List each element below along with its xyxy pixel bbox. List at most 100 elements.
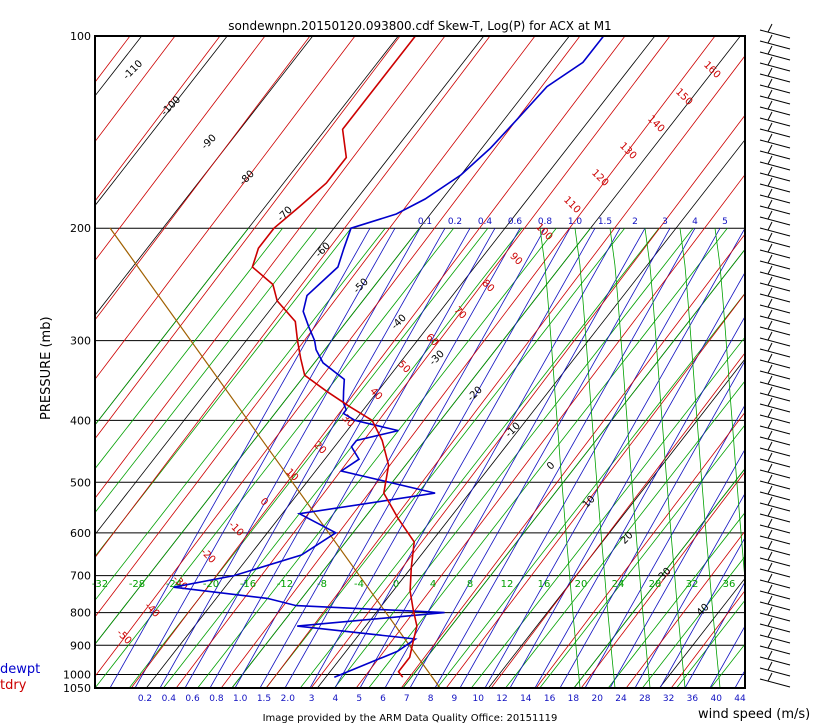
dry-adiabat-line <box>175 36 671 688</box>
moist-adiabat-line <box>679 228 721 688</box>
temperature-label: -8 <box>317 579 327 590</box>
wind-barb-shaft <box>759 436 791 446</box>
wind-barb-flag <box>767 320 773 330</box>
mixing-ratio-bottom-label: 8 <box>428 694 434 704</box>
wind-barb-flag <box>767 254 773 264</box>
pressure-tick-label: 700 <box>70 570 91 583</box>
dry-adiabat-label: 0 <box>258 496 270 508</box>
pressure-tick-label: 800 <box>70 607 91 620</box>
moist-isotherm-line <box>95 227 454 688</box>
mixing-ratio-bottom-label: 1.0 <box>233 694 248 704</box>
wind-barb <box>759 287 791 303</box>
wind-barb <box>759 463 791 479</box>
mixing-ratio-line <box>484 228 745 688</box>
dry-adiabat-label: 130 <box>617 141 638 162</box>
wind-barb-flag <box>767 507 773 517</box>
dry-adiabat-line <box>490 352 745 688</box>
dry-adiabat-label: 80 <box>479 278 496 295</box>
isotherm-line <box>573 468 745 688</box>
wind-barb <box>759 419 791 435</box>
dry-adiabat-label: 140 <box>645 114 666 135</box>
isotherm-label: -80 <box>238 169 257 188</box>
isotherm-label: 10 <box>581 494 598 511</box>
isotherm-label: 0 <box>545 460 557 472</box>
mixing-ratio-top-label: 1.0 <box>568 217 583 227</box>
dry-adiabat-label: -50 <box>114 628 133 647</box>
mixing-ratio-bottom-label: 1.5 <box>257 694 271 704</box>
mixing-ratio-bottom-label: 12 <box>496 694 507 704</box>
moist-isotherm-line <box>95 227 318 514</box>
mixing-ratio-bottom-label: 5 <box>356 694 362 704</box>
wind-barb-shaft <box>759 458 791 468</box>
wind-barb-flag <box>767 23 773 33</box>
wind-barb-shaft <box>759 106 791 116</box>
dry-adiabat-line <box>625 530 745 688</box>
wind-barb-flag <box>767 639 773 649</box>
wind-barb <box>759 232 791 248</box>
dry-adiabat-line <box>355 173 745 688</box>
wind-barb <box>759 606 791 622</box>
wind-barb-shaft <box>759 370 791 380</box>
wind-barb <box>759 210 791 226</box>
wind-barb-shaft <box>759 139 791 149</box>
mixing-ratio-bottom-label: 9 <box>452 694 458 704</box>
moist-isotherm-line <box>607 511 745 688</box>
wind-barb-flag <box>767 617 773 627</box>
pressure-tick-label: 200 <box>70 222 91 235</box>
wind-barb-flag <box>767 463 773 473</box>
wind-barb <box>759 78 791 94</box>
wind-barb-shaft <box>759 29 791 39</box>
wind-barb-shaft <box>759 194 791 204</box>
moist-isotherm-line <box>505 380 745 688</box>
mixing-ratio-line <box>334 228 596 688</box>
wind-barb-flag <box>767 386 773 396</box>
wind-barb-flag <box>767 199 773 209</box>
wind-barb-shaft <box>759 315 791 325</box>
wind-barb-flag <box>767 584 773 594</box>
wind-barb <box>759 166 791 182</box>
wind-barb-flag <box>767 562 773 572</box>
isotherm-line <box>146 36 656 688</box>
wind-barb-flag <box>767 485 773 495</box>
wind-barb-shaft <box>759 238 791 248</box>
mixing-ratio-line <box>709 625 745 688</box>
temperature-label: 16 <box>538 579 551 590</box>
mixing-ratio-top-label: 3 <box>662 217 668 227</box>
mixing-ratio-line <box>284 228 546 688</box>
mixing-ratio-line <box>134 228 396 688</box>
wind-barb-flag <box>767 375 773 385</box>
wind-barb-flag <box>767 177 773 187</box>
pressure-tick-label: 400 <box>70 414 91 427</box>
wind-barb <box>759 298 791 314</box>
moist-isotherm-line <box>573 468 745 688</box>
wind-barb-flag <box>767 529 773 539</box>
mixing-ratio-bottom-label: 14 <box>520 694 532 704</box>
wind-speed-label: wind speed (m/s) <box>698 707 810 722</box>
wind-barb <box>759 67 791 83</box>
footer-credit: Image provided by the ARM Data Quality O… <box>263 713 558 724</box>
wind-barb <box>759 320 791 336</box>
wind-barb-shaft <box>759 491 791 501</box>
dry-adiabat-line <box>95 36 536 618</box>
dry-adiabat-label: 120 <box>589 168 610 189</box>
wind-barb-shaft <box>759 535 791 545</box>
wind-barb <box>759 474 791 490</box>
wind-barb-flag <box>767 342 773 352</box>
wind-barb-shaft <box>759 381 791 391</box>
wind-barb-shaft <box>759 601 791 611</box>
temperature-label: -4 <box>354 579 364 590</box>
temperature-label: -20 <box>203 579 219 590</box>
temperature-label: 4 <box>430 579 436 590</box>
temperature-label: -32 <box>92 579 108 590</box>
dry-adiabat-label: 70 <box>451 305 468 322</box>
wind-barb-flag <box>767 276 773 286</box>
wind-barb-shaft <box>759 150 791 160</box>
wind-barb-shaft <box>759 40 791 50</box>
temperature-label: 12 <box>501 579 514 590</box>
isotherm-label: -70 <box>276 205 295 224</box>
wind-barb-flag <box>767 364 773 374</box>
wind-barb-flag <box>767 34 773 44</box>
wind-barb-flag <box>767 518 773 528</box>
wind-barb <box>759 551 791 567</box>
